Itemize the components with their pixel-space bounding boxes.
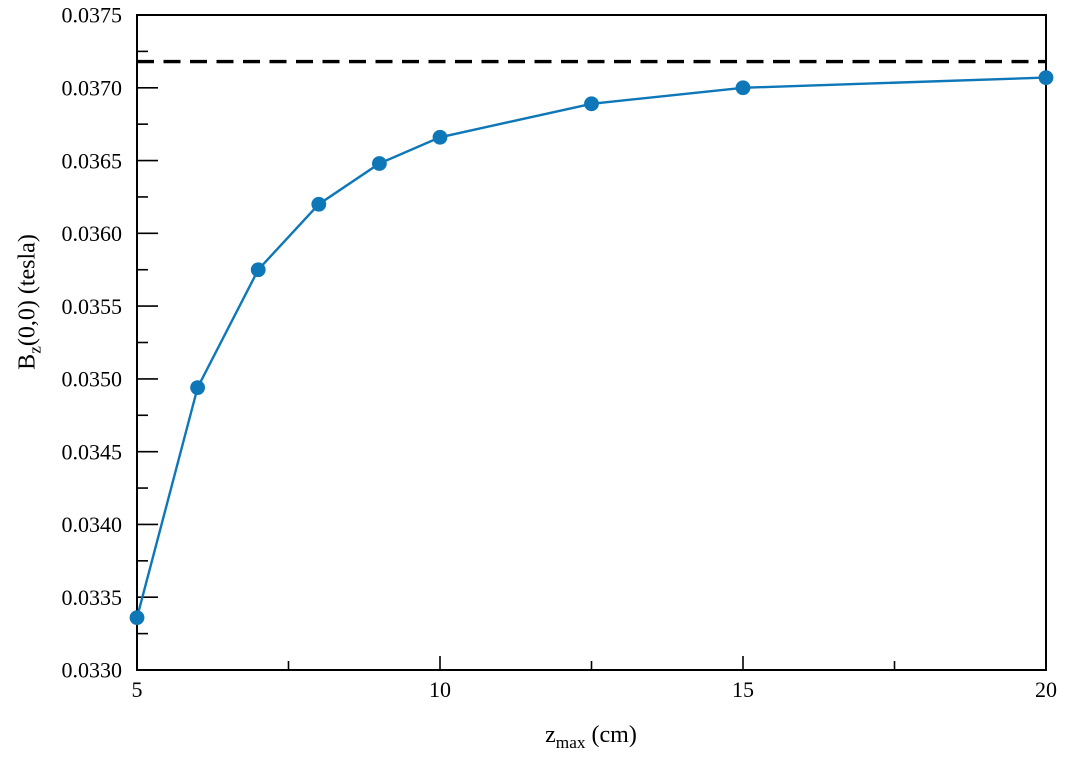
plot-frame	[136, 14, 1047, 671]
y-tick-label: 0.0365	[62, 148, 123, 173]
data-point-marker	[584, 96, 599, 112]
y-tick-label: 0.0370	[62, 75, 123, 100]
y-axis-title-subscript: z	[25, 346, 45, 354]
data-point-marker	[311, 196, 327, 212]
y-tick-label: 0.0355	[62, 294, 123, 319]
data-point-marker	[1038, 70, 1054, 85]
y-axis-title-base: B	[14, 353, 41, 370]
y-tick-label: 0.0350	[62, 367, 123, 392]
y-axis-title-rest: (0,0) (tesla)	[14, 234, 41, 347]
x-axis-title-subscript: max	[555, 732, 586, 752]
data-point-marker	[735, 80, 751, 96]
data-point-marker	[250, 262, 266, 278]
y-tick-label: 0.0345	[62, 439, 123, 464]
y-axis-title: Bz(0,0) (tesla)	[14, 234, 45, 370]
x-axis-title: zmax (cm)	[545, 722, 637, 752]
x-tick-label: 15	[732, 677, 754, 702]
series-line	[135, 76, 1047, 618]
x-tick-label: 20	[1035, 677, 1057, 702]
x-axis-title-rest: (cm)	[585, 722, 637, 748]
x-tick-label: 10	[429, 677, 451, 702]
data-point-marker	[190, 380, 206, 396]
y-tick-label: 0.0375	[62, 3, 123, 28]
x-axis-title-base: z	[545, 722, 556, 748]
y-tick-label: 0.0330	[62, 658, 123, 683]
data-point-marker	[372, 156, 387, 171]
y-tick-label: 0.0335	[62, 585, 123, 610]
x-tick-label: 5	[132, 677, 143, 702]
data-point-marker	[129, 610, 145, 625]
y-tick-label: 0.0360	[62, 221, 123, 246]
data-point-marker	[432, 129, 448, 145]
y-tick-label: 0.0340	[62, 512, 123, 537]
